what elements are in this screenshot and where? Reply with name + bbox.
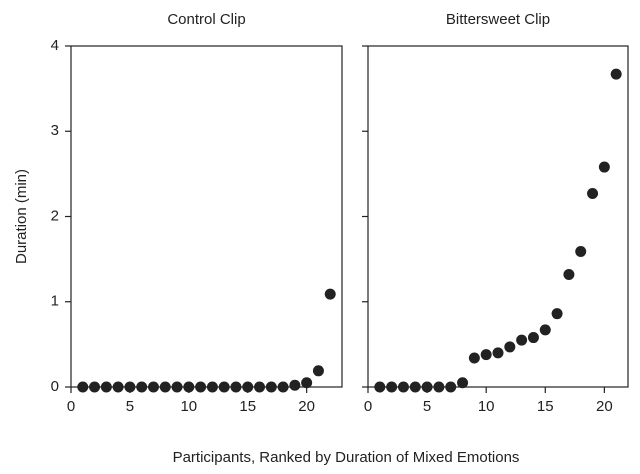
- point: [195, 381, 207, 393]
- y-axis-label: Duration (min): [13, 169, 30, 264]
- plot-frame: [70, 45, 343, 388]
- point: [587, 187, 599, 199]
- point: [433, 381, 445, 393]
- point: [230, 381, 242, 393]
- point: [100, 381, 112, 393]
- point: [610, 68, 622, 80]
- point: [492, 347, 504, 359]
- x-tick-label: 5: [126, 398, 134, 415]
- x-tick-label: 5: [423, 398, 431, 415]
- point: [242, 381, 254, 393]
- point: [301, 377, 313, 389]
- point: [136, 381, 148, 393]
- y-tick-label: 2: [51, 207, 59, 224]
- point: [124, 381, 136, 393]
- point: [457, 377, 469, 389]
- point: [445, 381, 457, 393]
- x-tick-label: 15: [537, 398, 554, 415]
- y-tick-label: 0: [51, 378, 59, 395]
- point: [386, 381, 398, 393]
- point: [159, 381, 171, 393]
- point: [598, 161, 610, 173]
- y-tick-label: 1: [51, 293, 59, 310]
- x-tick-label: 20: [596, 398, 613, 415]
- point: [183, 381, 195, 393]
- point: [516, 334, 528, 346]
- point: [147, 381, 159, 393]
- point: [89, 381, 101, 393]
- point: [374, 381, 386, 393]
- point: [504, 341, 516, 353]
- point: [77, 381, 89, 393]
- plot-frame: [367, 45, 629, 388]
- point: [324, 288, 336, 300]
- x-tick-label: 20: [298, 398, 315, 415]
- point: [468, 352, 480, 364]
- point: [171, 381, 183, 393]
- x-tick-label: 0: [67, 398, 75, 415]
- point: [289, 379, 301, 391]
- point: [480, 349, 492, 361]
- x-tick-label: 10: [180, 398, 197, 415]
- x-tick-label: 15: [239, 398, 256, 415]
- point: [112, 381, 124, 393]
- point: [312, 365, 324, 377]
- y-tick-label: 4: [51, 37, 59, 54]
- point: [397, 381, 409, 393]
- point: [421, 381, 433, 393]
- panel-title: Bittersweet Clip: [446, 11, 550, 28]
- point: [409, 381, 421, 393]
- point: [563, 268, 575, 280]
- x-tick-label: 0: [364, 398, 372, 415]
- x-axis-label: Participants, Ranked by Duration of Mixe…: [173, 449, 520, 466]
- point: [527, 332, 539, 344]
- y-tick-label: 3: [51, 122, 59, 139]
- point: [277, 381, 289, 393]
- panel-title: Control Clip: [167, 11, 245, 28]
- point: [265, 381, 277, 393]
- x-tick-label: 10: [478, 398, 495, 415]
- point: [551, 308, 563, 320]
- point: [575, 245, 587, 257]
- point: [206, 381, 218, 393]
- point: [254, 381, 266, 393]
- point: [539, 324, 551, 336]
- point: [218, 381, 230, 393]
